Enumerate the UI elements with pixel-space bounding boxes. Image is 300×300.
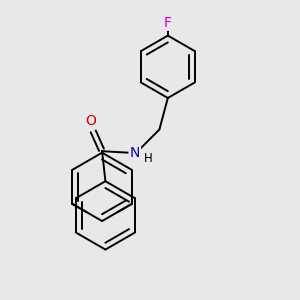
Text: O: O: [85, 115, 97, 128]
Text: F: F: [164, 16, 172, 30]
Text: N: N: [130, 146, 140, 160]
Text: H: H: [144, 152, 153, 165]
